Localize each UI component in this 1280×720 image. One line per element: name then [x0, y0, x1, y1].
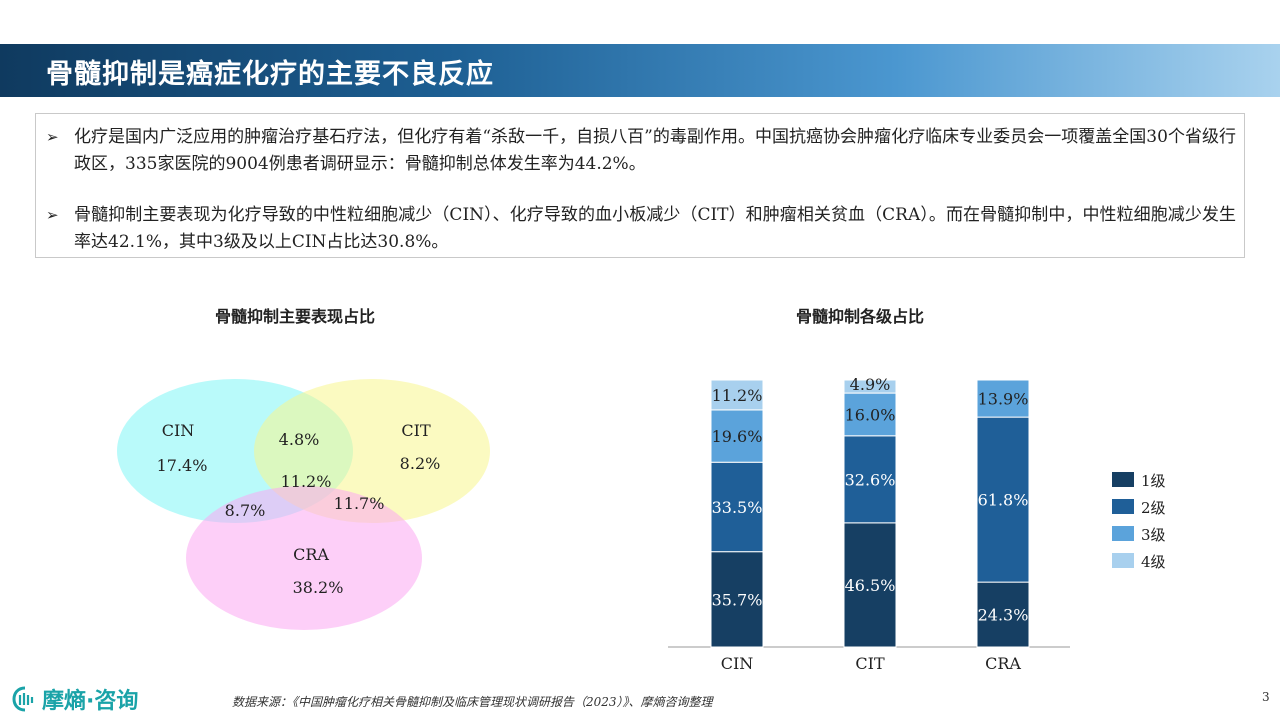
venn-set-label: CIN: [162, 421, 195, 440]
legend-label: 2级: [1141, 499, 1166, 517]
logo-icon: [12, 686, 34, 712]
bar-segment: [843, 522, 897, 648]
venn-overlap-value: 8.7%: [225, 501, 266, 520]
brand-logo: 摩熵·咨询: [12, 683, 138, 715]
bar-data-label: 33.5%: [712, 498, 763, 517]
bar-segment: [710, 409, 764, 463]
page-number: 3: [1262, 690, 1270, 704]
x-tick-label: CRA: [985, 654, 1021, 673]
bar-data-label: 19.6%: [712, 427, 763, 446]
bar-segment: [843, 392, 897, 437]
legend-swatch: [1112, 526, 1134, 541]
page-title: 骨髓抑制是癌症化疗的主要不良反应: [46, 59, 494, 90]
venn-overlap-value: 4.8%: [279, 430, 320, 449]
venn-set-value: 17.4%: [157, 456, 208, 475]
venn-set-label: CRA: [293, 545, 329, 564]
bullet-item: ➢ 化疗是国内广泛应用的肿瘤治疗基石疗法，但化疗有着“杀敌一千，自损八百”的毒副…: [46, 124, 1236, 178]
venn-chart-title: 骨髓抑制主要表现占比: [215, 307, 376, 326]
bar-data-label: 35.7%: [712, 590, 763, 609]
x-tick-label: CIT: [855, 654, 885, 673]
bar-data-label: 16.0%: [845, 405, 896, 424]
bar-data-label: 11.2%: [712, 386, 763, 405]
bar-segment: [976, 581, 1030, 648]
legend-swatch: [1112, 553, 1134, 568]
bar-chart-title: 骨髓抑制各级占比: [796, 307, 925, 326]
legend-swatch: [1112, 499, 1134, 514]
brand-name: 摩熵·咨询: [42, 689, 139, 714]
bar-data-label: 32.6%: [845, 470, 896, 489]
legend-swatch: [1112, 472, 1134, 487]
data-source: 数据来源：《中国肿瘤化疗相关骨髓抑制及临床管理现状调研报告（2023）》、摩熵咨…: [232, 695, 713, 709]
venn-set-label: CIT: [401, 421, 431, 440]
bar-segment: [976, 379, 1030, 418]
venn-set-value: 8.2%: [400, 454, 441, 473]
summary-box: ➢ 化疗是国内广泛应用的肿瘤治疗基石疗法，但化疗有着“杀敌一千，自损八百”的毒副…: [35, 113, 1245, 258]
bar-segment: [710, 461, 764, 553]
bullet-item: ➢ 骨髓抑制主要表现为化疗导致的中性粒细胞减少（CIN）、化疗导致的血小板减少（…: [46, 202, 1236, 256]
bar-segment: [843, 379, 897, 394]
bullet-text: 骨髓抑制主要表现为化疗导致的中性粒细胞减少（CIN）、化疗导致的血小板减少（CI…: [74, 205, 1236, 252]
bar-data-label: 4.9%: [850, 375, 891, 394]
bullet-arrow-icon: ➢: [46, 206, 59, 224]
bar-data-label: 61.8%: [978, 491, 1029, 510]
x-tick-label: CIN: [721, 654, 754, 673]
venn-set-value: 38.2%: [293, 578, 344, 597]
venn-overlap-value: 11.2%: [281, 472, 332, 491]
legend-label: 4级: [1141, 553, 1166, 571]
venn-overlap-value: 11.7%: [334, 494, 385, 513]
bar-segment: [710, 379, 764, 411]
bar-data-label: 24.3%: [978, 606, 1029, 625]
bar-data-label: 46.5%: [845, 576, 896, 595]
legend-label: 3级: [1141, 526, 1166, 544]
venn-set-cra: [186, 486, 422, 630]
bar-segment: [843, 435, 897, 524]
bar-data-label: 13.9%: [978, 390, 1029, 409]
bullet-text: 化疗是国内广泛应用的肿瘤治疗基石疗法，但化疗有着“杀敌一千，自损八百”的毒副作用…: [74, 127, 1236, 174]
bullet-arrow-icon: ➢: [46, 128, 59, 146]
title-bar: 骨髓抑制是癌症化疗的主要不良反应: [0, 44, 1280, 97]
legend-label: 1级: [1141, 472, 1166, 490]
